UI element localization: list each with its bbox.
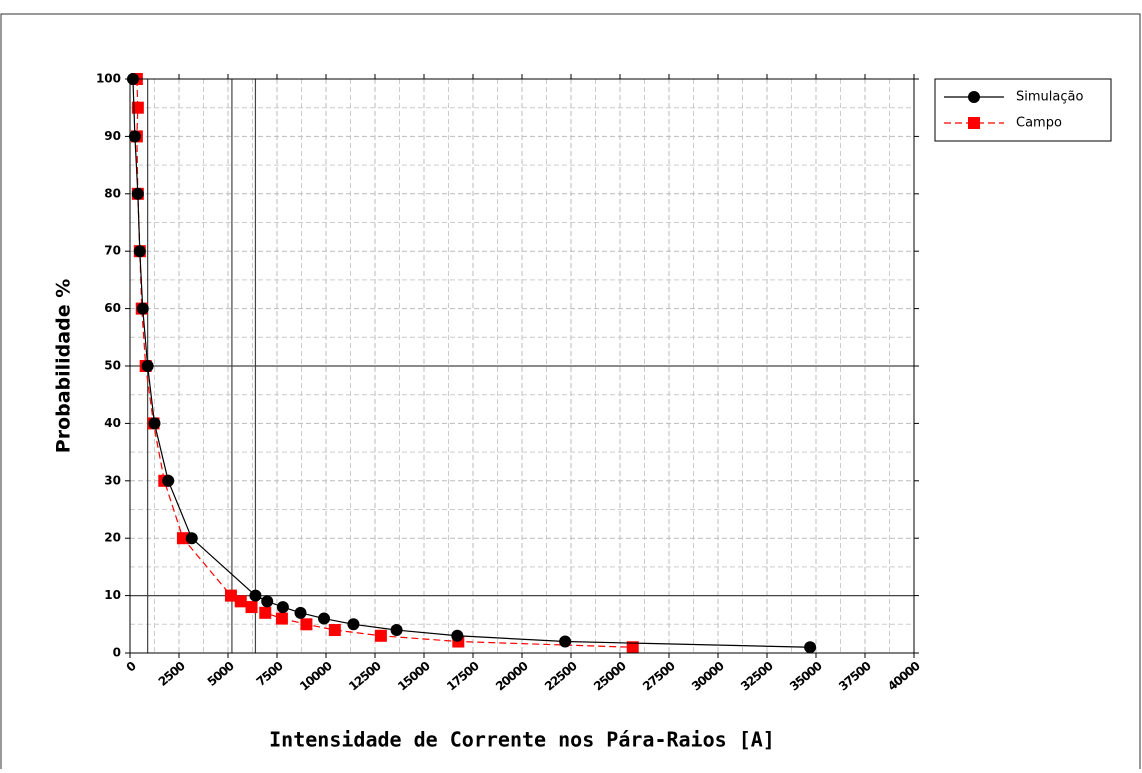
y-tick-label: 30 [104, 473, 121, 487]
marker [162, 474, 175, 487]
marker [141, 360, 154, 372]
marker [347, 618, 360, 631]
legend-label: Simulação [1016, 90, 1083, 105]
marker [224, 589, 237, 602]
marker [626, 641, 639, 654]
marker [374, 629, 387, 642]
plot-border [129, 78, 915, 654]
y-tick-label: 60 [104, 301, 121, 315]
marker [804, 641, 817, 654]
marker [968, 91, 980, 103]
marker [249, 589, 262, 602]
marker [148, 417, 161, 430]
legend-label: Campo [1016, 116, 1062, 131]
marker [131, 187, 144, 200]
marker [185, 532, 198, 545]
marker [390, 624, 403, 637]
y-tick-label: 40 [104, 416, 121, 430]
marker [451, 629, 464, 642]
marker [294, 606, 307, 619]
marker [318, 612, 331, 625]
y-tick-label: 100 [96, 72, 121, 86]
marker [234, 595, 247, 608]
y-tick-label: 10 [104, 588, 121, 602]
y-tick-label: 20 [104, 531, 121, 545]
marker [300, 618, 313, 631]
y-tick-label: 0 [113, 646, 121, 660]
legend: Simulação Campo [944, 90, 1083, 131]
y-tick-label: 80 [104, 186, 121, 200]
y-tick-label: 90 [104, 129, 121, 143]
marker [136, 302, 149, 315]
marker [176, 532, 189, 545]
marker [245, 601, 258, 614]
marker [261, 595, 274, 608]
marker [276, 601, 289, 614]
marker [968, 117, 980, 129]
marker [128, 130, 141, 143]
marker [328, 624, 341, 637]
marker [559, 635, 572, 648]
y-tick-label: 50 [104, 359, 121, 373]
marker [275, 612, 288, 625]
y-tick-label: 70 [104, 244, 121, 258]
x-axis-label: Intensidade de Corrente nos Pára-Raios [… [269, 728, 775, 752]
marker [259, 606, 272, 619]
y-axis-label: Probabilidade % [53, 279, 75, 453]
marker [133, 245, 146, 258]
marker [131, 101, 144, 114]
legend-box [934, 78, 1112, 142]
